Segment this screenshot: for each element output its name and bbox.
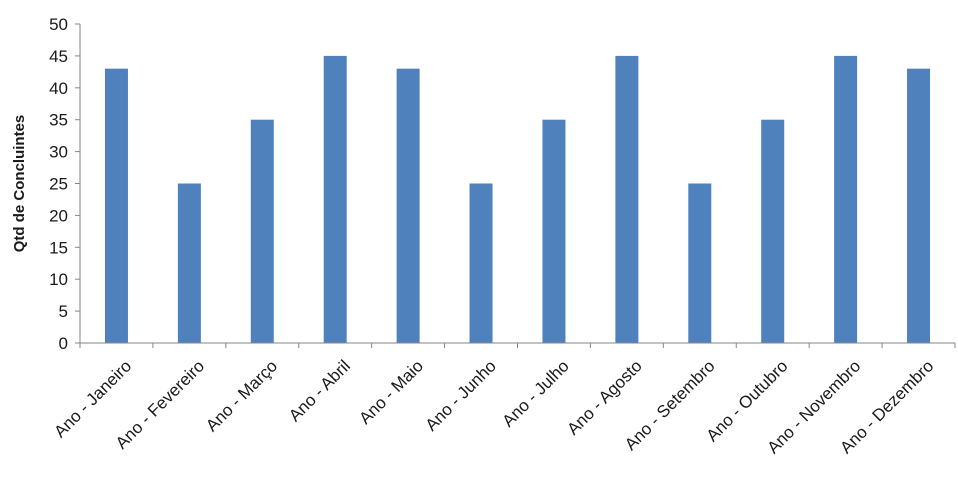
x-tick-label: Ano - Julho: [499, 356, 573, 430]
y-tick-label: 0: [59, 334, 68, 353]
y-tick-label: 40: [49, 79, 68, 98]
bar: [907, 68, 931, 343]
y-tick-label: 35: [49, 111, 68, 130]
bar: [615, 55, 639, 344]
y-tick-label: 25: [49, 175, 68, 194]
y-axis: 0 5 10 15 20 25 30 35 40 45 50: [49, 15, 81, 353]
bar: [542, 119, 566, 343]
y-tick-label: 15: [49, 238, 68, 257]
bar: [177, 183, 201, 343]
x-tick-label: Ano - Março: [202, 356, 281, 435]
y-tick-label: 30: [49, 143, 68, 162]
bar: [250, 119, 274, 343]
x-tick-label: Ano - Junho: [422, 356, 500, 434]
y-tick-label: 20: [49, 206, 68, 225]
x-tick-label: Ano - Abril: [285, 356, 354, 425]
y-axis-label: Qtd de Concluintes: [11, 115, 28, 253]
bar: [688, 183, 712, 343]
bars: [104, 55, 931, 344]
bar: [323, 55, 347, 344]
y-tick-label: 45: [49, 47, 68, 66]
x-tick-label: Ano - Maio: [355, 356, 427, 428]
bar: [761, 119, 785, 343]
bar: [469, 183, 493, 343]
x-tick-label: Ano - Agosto: [563, 356, 645, 438]
bar: [834, 55, 858, 344]
y-tick-label: 5: [59, 302, 68, 321]
bar: [396, 68, 420, 343]
y-tick-label: 10: [49, 270, 68, 289]
bar: [104, 68, 128, 343]
y-tick-label: 50: [49, 15, 68, 34]
